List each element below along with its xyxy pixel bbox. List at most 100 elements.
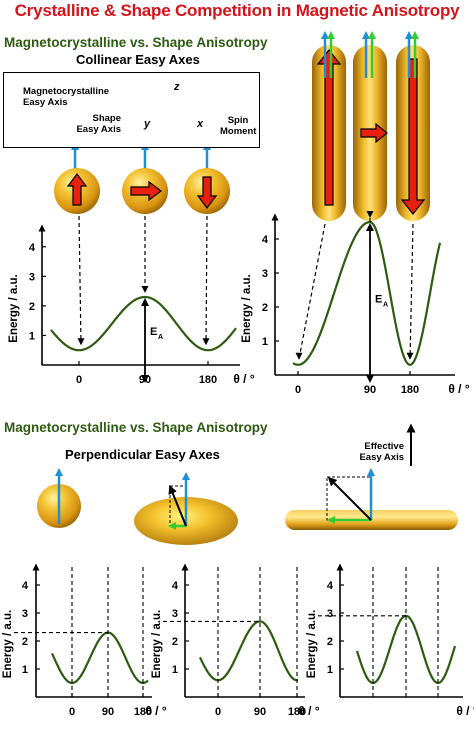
chart-perpendicular-rod: 1 2 3 4 Energy / a.u. θ / °	[306, 563, 474, 718]
x-axis-label: θ / °	[298, 704, 319, 718]
y-axis-label: Energy / a.u.	[306, 610, 318, 678]
y-tick-label: 2	[172, 636, 178, 648]
spin-right-arrow-icon	[360, 122, 388, 144]
spin-up-arrow-icon	[66, 173, 88, 206]
y-tick-label: 3	[327, 608, 333, 620]
y-tick-label: 4	[262, 234, 269, 246]
y-tick-label: 1	[22, 664, 28, 676]
connector-line	[78, 215, 82, 345]
x-axis-label: θ / °	[233, 372, 254, 386]
spin-down-arrow-icon	[196, 176, 218, 209]
y-tick-label: 2	[327, 636, 333, 648]
x-tick-label: 180	[134, 706, 152, 718]
chart-perpendicular-sphere: 1 2 3 4 0 90 180 Energy / a.u. θ / °	[2, 563, 167, 718]
x-tick-label: 180	[199, 374, 217, 386]
collinear-rods	[312, 31, 430, 221]
axis-y-label: y	[144, 118, 151, 130]
axis-x-label: x	[197, 118, 204, 130]
x-tick-label: 180	[288, 706, 306, 718]
connector-arrowhead	[77, 338, 85, 346]
legend-spin-label: Spin Moment	[220, 115, 256, 137]
y-tick-label: 4	[172, 580, 179, 592]
x-tick-label: 0	[295, 384, 301, 396]
figure-title: Crystalline & Shape Competition in Magne…	[14, 1, 460, 20]
legend-magneto-line2: Easy Axis	[23, 97, 68, 108]
ea-label: E	[375, 294, 382, 306]
ea-subscript: A	[158, 334, 163, 341]
y-tick-label: 2	[29, 301, 35, 313]
ea-label: E	[150, 326, 157, 338]
x-tick-label: 180	[401, 384, 419, 396]
energy-curve	[292, 220, 442, 366]
connector-arrowhead	[141, 286, 149, 294]
y-tick-label: 1	[29, 330, 35, 342]
x-tick-label: 90	[364, 384, 376, 396]
connector-arrowhead	[295, 352, 303, 360]
effective-axis-arrow-icon	[327, 476, 372, 521]
y-tick-label: 3	[262, 268, 268, 280]
energy-curve	[50, 295, 237, 352]
chart-perpendicular-ellipsoid: 1 2 3 4 0 90 180 Energy / a.u. θ / °	[151, 563, 320, 718]
spin-right-arrow-icon	[130, 180, 162, 202]
bottom-heading: Magnetocrystalline vs. Shape Anisotropy	[4, 420, 268, 435]
ea-arrowhead-up	[141, 298, 149, 307]
rod-particle	[353, 45, 388, 221]
ea-subscript: A	[383, 302, 388, 309]
ea-arrowhead-up	[366, 223, 374, 231]
y-axis-label: Energy / a.u.	[151, 610, 163, 678]
x-axis-label: θ / °	[448, 382, 469, 396]
x-axis-label: θ / °	[456, 704, 474, 718]
y-tick-label: 4	[327, 580, 334, 592]
energy-curve	[50, 631, 149, 685]
connector-line	[205, 215, 208, 345]
effective-axis-arrow-icon	[168, 484, 187, 527]
legend-magneto-line1: Magnetocrystalline	[23, 86, 110, 97]
legend-shape-line2: Easy Axis	[76, 124, 121, 135]
energy-curve	[198, 620, 299, 682]
x-tick-label: 0	[215, 706, 221, 718]
connector-arrowhead	[406, 352, 414, 360]
y-tick-label: 1	[172, 664, 178, 676]
legend-shape-line1: Shape	[92, 113, 121, 124]
top-subheading: Collinear Easy Axes	[76, 52, 200, 67]
y-tick-label: 3	[22, 608, 28, 620]
y-axis-label: Energy / a.u.	[241, 274, 253, 342]
effective-line2: Easy Axis	[359, 452, 404, 463]
bottom-subheading: Perpendicular Easy Axes	[65, 447, 220, 462]
top-heading: Magnetocrystalline vs. Shape Anisotropy	[4, 35, 268, 50]
connector-line	[409, 223, 414, 359]
x-tick-label: 0	[69, 706, 75, 718]
spin-down-arrow-icon	[400, 58, 426, 215]
connector-arrowhead	[366, 211, 374, 218]
y-axis-label: Energy / a.u.	[2, 610, 14, 678]
effective-axis-label: Effective Easy Axis	[352, 441, 404, 463]
legend-magneto-label: Magnetocrystalline Easy Axis	[23, 86, 109, 108]
y-tick-label: 1	[327, 664, 333, 676]
legend-spin-line1: Spin	[227, 115, 249, 126]
y-tick-label: 3	[172, 608, 178, 620]
legend-box	[3, 72, 260, 148]
x-tick-label: 90	[254, 706, 266, 718]
rod-particle	[312, 45, 346, 221]
connector-arrowhead	[202, 338, 210, 346]
connector-line	[298, 223, 326, 359]
collinear-spheres	[54, 142, 230, 214]
effective-line1: Effective	[364, 441, 404, 452]
x-axis-label: θ / °	[145, 704, 166, 718]
y-tick-label: 3	[29, 271, 35, 283]
y-tick-label: 4	[22, 580, 29, 592]
rod-particle	[396, 45, 430, 221]
y-tick-label: 2	[262, 302, 268, 314]
legend-spin-line2: Moment	[220, 126, 257, 137]
y-tick-label: 4	[29, 242, 36, 254]
axis-z-label: z	[174, 81, 180, 93]
x-tick-label: 0	[76, 374, 82, 386]
ea-arrowhead-down	[141, 375, 149, 383]
y-axis-label: Energy / a.u.	[8, 274, 20, 342]
chart-collinear-rods: 1 2 3 4 0 90 180 Energy / a.u. θ / ° E A	[241, 211, 470, 396]
ea-arrowhead-down	[366, 375, 374, 383]
